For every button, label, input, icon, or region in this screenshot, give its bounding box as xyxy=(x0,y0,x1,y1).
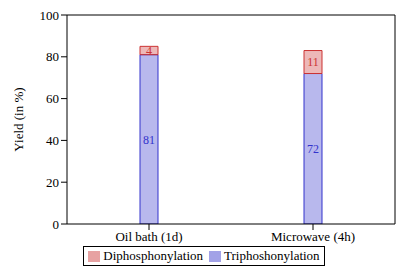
html-text:Triphoshonylation: Triphoshonylation xyxy=(224,248,320,263)
svg-text:81: 81 xyxy=(143,133,155,147)
html-text:Diphosphonylation: Diphosphonylation xyxy=(103,248,203,263)
svg-text:40: 40 xyxy=(46,133,59,148)
svg-text:80: 80 xyxy=(46,49,59,64)
svg-text:0: 0 xyxy=(53,217,60,232)
svg-text:20: 20 xyxy=(46,175,59,190)
svg-text:Microwave (4h): Microwave (4h) xyxy=(271,229,355,244)
svg-text:72: 72 xyxy=(307,142,319,156)
svg-text:Yield (in %): Yield (in %) xyxy=(11,87,26,151)
svg-text:Oil bath (1d): Oil bath (1d) xyxy=(115,229,182,244)
svg-text:4: 4 xyxy=(146,44,152,58)
svg-text:60: 60 xyxy=(46,91,59,106)
svg-text:11: 11 xyxy=(307,55,319,69)
svg-text:100: 100 xyxy=(40,8,60,23)
